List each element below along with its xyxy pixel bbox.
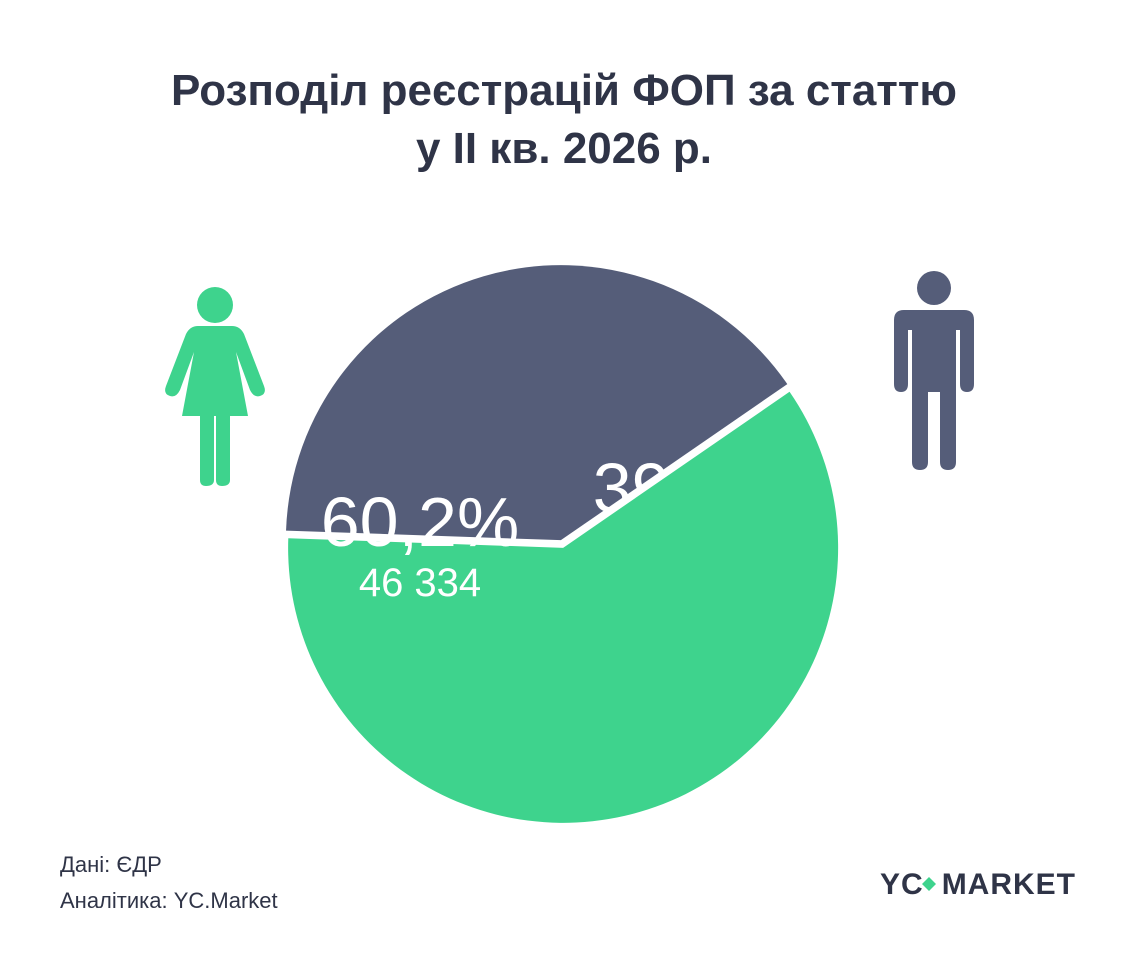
pie-slice-1 — [288, 391, 839, 823]
pie-slice-1-count-label: 46 334 — [359, 561, 481, 605]
brand-logo: YC MARKET — [880, 868, 1076, 902]
chart-title: Розподіл реєстрацій ФОП за статтю у II к… — [0, 62, 1128, 178]
logo-part-market: MARKET — [941, 868, 1077, 901]
title-line-2: у II кв. 2026 р. — [415, 124, 713, 173]
male-figure-icon — [894, 271, 974, 470]
analytics-note: Аналітика: YC.Market — [60, 888, 278, 913]
title-line-1: Розподіл реєстрацій ФОП за статтю — [171, 66, 957, 115]
logo-mark-icon — [921, 877, 936, 891]
pie-slice-1-percent-label: 60,2% — [321, 483, 519, 561]
logo-part-yc: YC — [880, 868, 924, 901]
female-figure-icon — [165, 287, 265, 486]
source-note: Дані: ЄДР — [60, 852, 162, 877]
pie-slice-0 — [286, 265, 788, 541]
